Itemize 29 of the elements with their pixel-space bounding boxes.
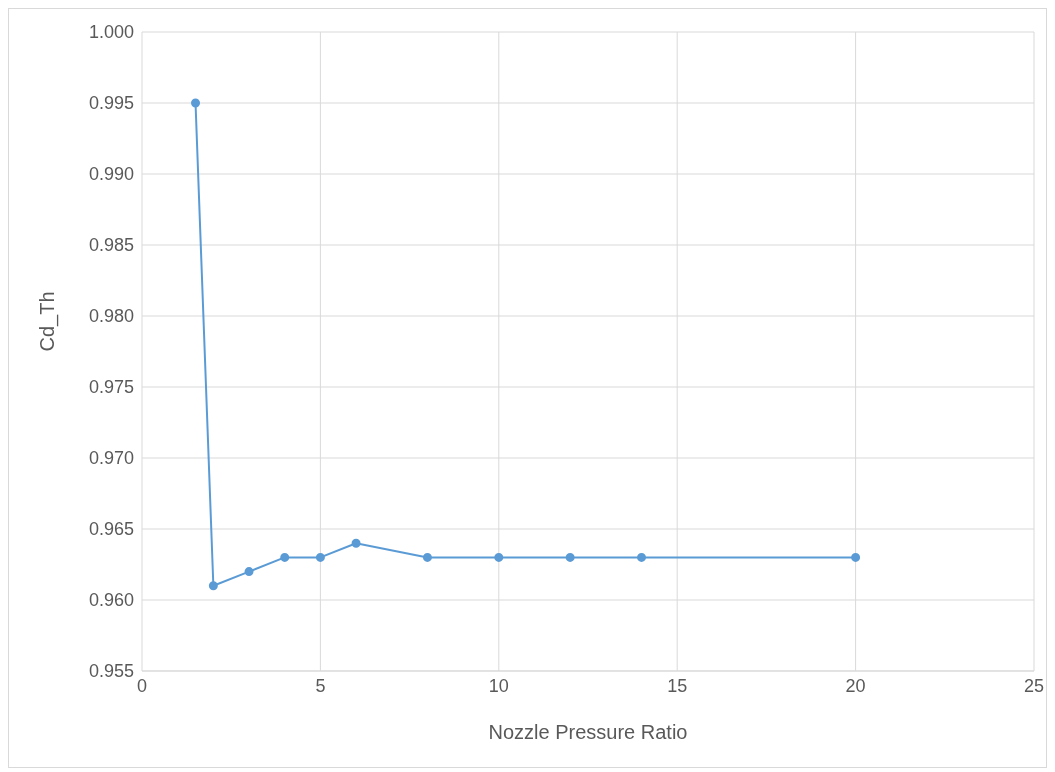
point	[191, 98, 201, 108]
y-tick-label: 0.965	[88, 519, 134, 540]
y-tick-label: 0.970	[88, 448, 134, 469]
y-tick-label: 0.980	[88, 306, 134, 327]
point	[565, 552, 575, 562]
x-axis-title: Nozzle Pressure Ratio	[488, 721, 688, 743]
point	[244, 567, 254, 577]
y-tick-label: 0.975	[88, 377, 134, 398]
y-tick-label: 1.000	[88, 22, 134, 43]
y-tick-label: 0.985	[88, 235, 134, 256]
x-tick-label: 10	[488, 675, 509, 696]
y-tick-label: 0.990	[88, 164, 134, 185]
x-tick-label: 15	[667, 675, 688, 696]
point	[208, 581, 218, 591]
x-tick-label: 20	[845, 675, 866, 696]
point	[851, 552, 861, 562]
x-tick-label: 5	[315, 675, 326, 696]
x-tick-label: 25	[1023, 675, 1045, 696]
point	[637, 552, 647, 562]
x-tick-label: 0	[136, 675, 148, 696]
point	[351, 538, 361, 548]
y-axis-title: Cd_Th	[36, 291, 60, 352]
point	[422, 552, 432, 562]
y-tick-label: 0.995	[88, 93, 134, 114]
point	[494, 552, 504, 562]
y-tick-label: 0.960	[88, 590, 134, 611]
point	[280, 552, 290, 562]
y-tick-label: 0.955	[88, 661, 134, 682]
point	[315, 552, 325, 562]
